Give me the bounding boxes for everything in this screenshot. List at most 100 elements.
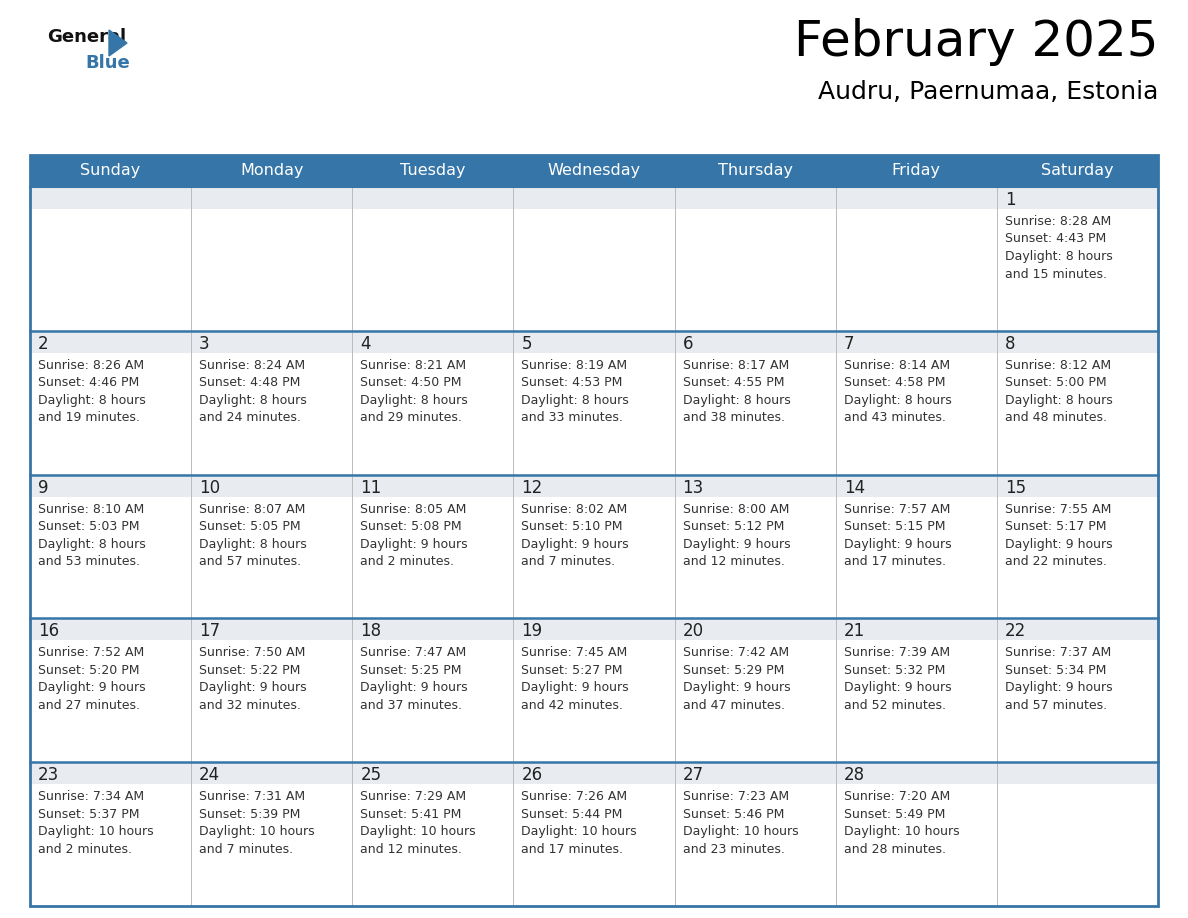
Bar [353, 497, 513, 619]
Text: Sunrise: 8:17 AM
Sunset: 4:55 PM
Daylight: 8 hours
and 38 minutes.: Sunrise: 8:17 AM Sunset: 4:55 PM Dayligh… [683, 359, 790, 424]
Bar [675, 353, 835, 475]
Text: Sunrise: 7:50 AM
Sunset: 5:22 PM
Daylight: 9 hours
and 32 minutes.: Sunrise: 7:50 AM Sunset: 5:22 PM Dayligh… [200, 646, 307, 711]
Text: 24: 24 [200, 767, 220, 784]
Text: Thursday: Thursday [718, 163, 792, 178]
Bar [191, 187, 353, 209]
Text: 15: 15 [1005, 478, 1026, 497]
Text: Sunrise: 8:00 AM
Sunset: 5:12 PM
Daylight: 9 hours
and 12 minutes.: Sunrise: 8:00 AM Sunset: 5:12 PM Dayligh… [683, 502, 790, 568]
Bar [30, 330, 191, 353]
Text: Sunrise: 7:37 AM
Sunset: 5:34 PM
Daylight: 9 hours
and 57 minutes.: Sunrise: 7:37 AM Sunset: 5:34 PM Dayligh… [1005, 646, 1112, 711]
Text: 8: 8 [1005, 335, 1016, 353]
Text: Sunrise: 8:02 AM
Sunset: 5:10 PM
Daylight: 9 hours
and 7 minutes.: Sunrise: 8:02 AM Sunset: 5:10 PM Dayligh… [522, 502, 630, 568]
Bar [353, 641, 513, 762]
Text: Sunrise: 8:28 AM
Sunset: 4:43 PM
Daylight: 8 hours
and 15 minutes.: Sunrise: 8:28 AM Sunset: 4:43 PM Dayligh… [1005, 215, 1113, 281]
Bar [30, 475, 191, 497]
Text: 12: 12 [522, 478, 543, 497]
Text: 25: 25 [360, 767, 381, 784]
Bar [675, 619, 835, 641]
Bar [191, 330, 353, 353]
Text: 7: 7 [843, 335, 854, 353]
Bar [835, 475, 997, 497]
Bar [513, 497, 675, 619]
Bar [513, 619, 675, 641]
Bar [30, 641, 191, 762]
Bar [835, 641, 997, 762]
Text: 23: 23 [38, 767, 59, 784]
Bar [191, 353, 353, 475]
Text: 28: 28 [843, 767, 865, 784]
Text: Sunrise: 7:57 AM
Sunset: 5:15 PM
Daylight: 9 hours
and 17 minutes.: Sunrise: 7:57 AM Sunset: 5:15 PM Dayligh… [843, 502, 952, 568]
Text: 4: 4 [360, 335, 371, 353]
Bar [353, 784, 513, 906]
Text: Sunrise: 7:55 AM
Sunset: 5:17 PM
Daylight: 9 hours
and 22 minutes.: Sunrise: 7:55 AM Sunset: 5:17 PM Dayligh… [1005, 502, 1112, 568]
Bar [513, 762, 675, 784]
Text: Sunrise: 7:52 AM
Sunset: 5:20 PM
Daylight: 9 hours
and 27 minutes.: Sunrise: 7:52 AM Sunset: 5:20 PM Dayligh… [38, 646, 146, 711]
Text: Sunrise: 8:14 AM
Sunset: 4:58 PM
Daylight: 8 hours
and 43 minutes.: Sunrise: 8:14 AM Sunset: 4:58 PM Dayligh… [843, 359, 952, 424]
Bar [835, 187, 997, 209]
Bar [675, 497, 835, 619]
Text: Sunrise: 8:12 AM
Sunset: 5:00 PM
Daylight: 8 hours
and 48 minutes.: Sunrise: 8:12 AM Sunset: 5:00 PM Dayligh… [1005, 359, 1113, 424]
Bar [30, 497, 191, 619]
Text: 6: 6 [683, 335, 693, 353]
Text: Blue: Blue [86, 54, 129, 72]
Bar [997, 497, 1158, 619]
Bar [30, 209, 191, 330]
Text: Audru, Paernumaa, Estonia: Audru, Paernumaa, Estonia [817, 80, 1158, 104]
Text: Sunrise: 7:31 AM
Sunset: 5:39 PM
Daylight: 10 hours
and 7 minutes.: Sunrise: 7:31 AM Sunset: 5:39 PM Dayligh… [200, 790, 315, 856]
Text: Sunrise: 8:07 AM
Sunset: 5:05 PM
Daylight: 8 hours
and 57 minutes.: Sunrise: 8:07 AM Sunset: 5:05 PM Dayligh… [200, 502, 307, 568]
Bar [835, 209, 997, 330]
Text: 5: 5 [522, 335, 532, 353]
Text: 10: 10 [200, 478, 220, 497]
Bar [191, 619, 353, 641]
Bar [835, 762, 997, 784]
Text: 11: 11 [360, 478, 381, 497]
Bar [835, 784, 997, 906]
Text: Saturday: Saturday [1041, 163, 1113, 178]
Text: 13: 13 [683, 478, 703, 497]
Bar [191, 497, 353, 619]
Bar [353, 353, 513, 475]
Bar [513, 209, 675, 330]
Text: Sunrise: 7:29 AM
Sunset: 5:41 PM
Daylight: 10 hours
and 12 minutes.: Sunrise: 7:29 AM Sunset: 5:41 PM Dayligh… [360, 790, 476, 856]
Text: Friday: Friday [892, 163, 941, 178]
Bar [30, 353, 191, 475]
Bar [30, 155, 1158, 906]
Bar [997, 187, 1158, 209]
Bar [675, 475, 835, 497]
Text: 14: 14 [843, 478, 865, 497]
Bar [835, 619, 997, 641]
Bar [997, 475, 1158, 497]
Text: 3: 3 [200, 335, 210, 353]
Bar [513, 330, 675, 353]
Text: Sunrise: 8:21 AM
Sunset: 4:50 PM
Daylight: 8 hours
and 29 minutes.: Sunrise: 8:21 AM Sunset: 4:50 PM Dayligh… [360, 359, 468, 424]
Bar [30, 619, 191, 641]
Bar [997, 619, 1158, 641]
Bar [513, 475, 675, 497]
Text: 1: 1 [1005, 191, 1016, 209]
Bar [997, 353, 1158, 475]
Text: 16: 16 [38, 622, 59, 641]
Bar [675, 762, 835, 784]
Bar [191, 209, 353, 330]
Text: Monday: Monday [240, 163, 303, 178]
Text: Sunrise: 8:10 AM
Sunset: 5:03 PM
Daylight: 8 hours
and 53 minutes.: Sunrise: 8:10 AM Sunset: 5:03 PM Dayligh… [38, 502, 146, 568]
Bar [513, 187, 675, 209]
Bar [513, 353, 675, 475]
Bar [835, 330, 997, 353]
Bar [353, 187, 513, 209]
Bar [675, 330, 835, 353]
Text: Sunrise: 7:45 AM
Sunset: 5:27 PM
Daylight: 9 hours
and 42 minutes.: Sunrise: 7:45 AM Sunset: 5:27 PM Dayligh… [522, 646, 630, 711]
Text: 9: 9 [38, 478, 49, 497]
Text: General: General [48, 28, 126, 46]
Text: 27: 27 [683, 767, 703, 784]
Bar [353, 619, 513, 641]
Text: Sunrise: 7:26 AM
Sunset: 5:44 PM
Daylight: 10 hours
and 17 minutes.: Sunrise: 7:26 AM Sunset: 5:44 PM Dayligh… [522, 790, 637, 856]
Text: Wednesday: Wednesday [548, 163, 640, 178]
Text: 20: 20 [683, 622, 703, 641]
Text: Sunrise: 8:24 AM
Sunset: 4:48 PM
Daylight: 8 hours
and 24 minutes.: Sunrise: 8:24 AM Sunset: 4:48 PM Dayligh… [200, 359, 307, 424]
Text: 2: 2 [38, 335, 49, 353]
Bar [353, 209, 513, 330]
Bar [835, 497, 997, 619]
Bar [30, 187, 191, 209]
Text: Sunrise: 7:20 AM
Sunset: 5:49 PM
Daylight: 10 hours
and 28 minutes.: Sunrise: 7:20 AM Sunset: 5:49 PM Dayligh… [843, 790, 960, 856]
